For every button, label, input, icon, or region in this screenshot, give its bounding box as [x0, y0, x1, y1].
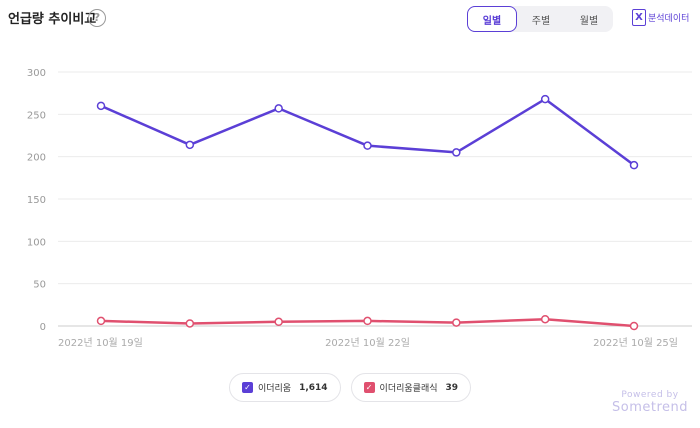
data-point	[629, 160, 639, 170]
checkbox-icon: ✓	[241, 382, 253, 393]
data-point	[452, 318, 461, 327]
download-data-button[interactable]: X 분석데이터	[632, 9, 689, 26]
excel-icon: X	[632, 9, 646, 26]
data-point	[96, 101, 106, 111]
tab-weekly[interactable]: 주별	[531, 15, 551, 27]
data-point	[185, 140, 195, 150]
y-tick-label: 300	[27, 68, 46, 79]
y-tick-label: 250	[27, 110, 46, 121]
data-point	[540, 94, 550, 104]
brand-logo-text: Sometrend	[611, 400, 688, 415]
data-point	[96, 316, 106, 326]
data-point	[274, 104, 283, 113]
download-data-label: 분석데이터	[648, 14, 690, 24]
data-point	[452, 148, 461, 157]
powered-by-text: Powered by	[621, 390, 679, 400]
legend-item-ethereum[interactable]: ✓ 이더리움 1,614	[228, 373, 341, 402]
data-point	[185, 319, 195, 328]
x-tick-label: 2022년 10월 19일	[58, 337, 143, 349]
y-tick-label: 200	[27, 153, 46, 164]
series-line-1	[100, 97, 635, 167]
y-tick-label: 50	[33, 280, 46, 291]
data-point	[629, 321, 639, 331]
help-icon[interactable]: ?	[88, 9, 106, 27]
page-title: 언급량 추이비교	[8, 12, 97, 27]
line-chart: 0 50 100 150 200 250 300 2022년 10월 19일 2022년 10월…	[27, 68, 692, 349]
data-point	[274, 317, 283, 327]
tab-monthly[interactable]: 월별	[579, 15, 599, 27]
y-tick-label: 0	[40, 322, 46, 333]
x-tick-label: 2022년 10월 25일	[593, 337, 678, 349]
data-point	[540, 314, 550, 324]
powered-by-brand: Powered by Sometrend	[612, 390, 688, 415]
checkbox-icon: ✓	[363, 382, 375, 393]
legend-label: 이더리움	[257, 384, 292, 394]
data-point	[363, 316, 372, 326]
legend-item-ethereum-classic[interactable]: ✓ 이더리움클래식 39	[350, 373, 472, 402]
tab-daily[interactable]: 일별	[467, 6, 517, 32]
chart-legend: ✓ 이더리움 1,614 ✓ 이더리움클래식 39	[0, 373, 700, 402]
legend-count: 1,614	[299, 382, 328, 393]
x-tick-label: 2022년 10월 22일	[325, 337, 410, 349]
legend-count: 39	[445, 382, 459, 393]
legend-label: 이더리움클래식	[379, 384, 438, 394]
period-toggle: 일별 주별 월별	[467, 6, 613, 32]
y-tick-label: 100	[27, 237, 46, 248]
y-tick-label: 150	[27, 195, 46, 206]
data-point	[363, 141, 372, 150]
